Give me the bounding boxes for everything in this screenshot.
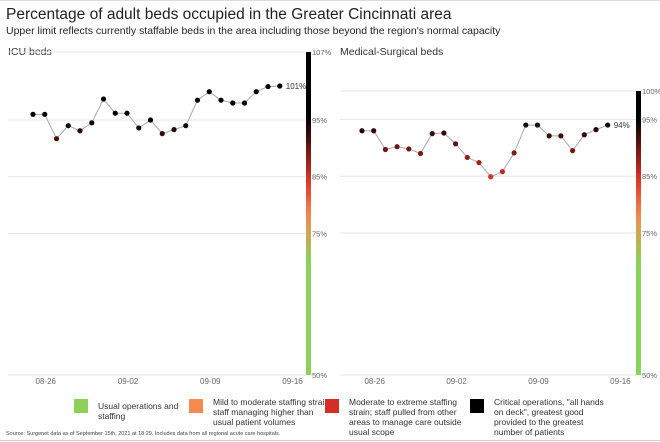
data-point: [453, 141, 459, 147]
legend-swatch-mild: [189, 399, 203, 413]
y-tick-label: 95%: [642, 115, 657, 124]
legend-item-mild: Mild to moderate staffing strain; staff …: [189, 397, 333, 427]
data-point: [523, 122, 529, 128]
x-tick-label: 09-09: [200, 377, 221, 386]
source-note: Source: Surgenet data as of September 15…: [6, 431, 281, 437]
data-point: [593, 127, 599, 133]
y-tick-label: 50%: [312, 371, 327, 380]
legend-label-critical: Critical operations, "all hands on deck"…: [494, 397, 604, 437]
data-point: [42, 111, 48, 117]
y-tick-label: 50%: [642, 371, 657, 380]
end-value-label: 94%: [614, 121, 630, 130]
data-point: [499, 169, 505, 175]
legend-item-critical: Critical operations, "all hands on deck"…: [470, 397, 614, 437]
data-point: [171, 127, 177, 133]
data-point: [406, 146, 412, 152]
x-tick-label: 08-26: [364, 377, 385, 386]
y-tick-label: 100%: [642, 87, 660, 96]
legend-swatch-moderate: [325, 399, 339, 413]
data-point: [429, 131, 435, 137]
color-scale-bar: [306, 52, 311, 375]
legend-label-mild: Mild to moderate staffing strain; staff …: [213, 397, 332, 427]
x-tick-label: 09-09: [528, 377, 549, 386]
chart-title: Percentage of adult beds occupied in the…: [6, 6, 452, 23]
data-point: [136, 125, 142, 131]
data-point: [100, 96, 107, 102]
x-tick-label: 09-16: [282, 377, 303, 386]
legend-label-moderate: Moderate to extreme staffing strain; sta…: [349, 397, 462, 437]
top-rule: [0, 0, 660, 1]
data-point: [218, 97, 224, 103]
legend-item-moderate: Moderate to extreme staffing strain; sta…: [325, 397, 473, 437]
data-point: [382, 146, 388, 153]
x-tick-label: 09-02: [446, 377, 467, 386]
medsurg-panel-title: Medical-Surgical beds: [340, 46, 444, 58]
y-tick-label: 95%: [312, 116, 327, 125]
legend-item-usual: Usual operations and staffing: [74, 397, 198, 421]
data-point: [206, 89, 212, 95]
data-point: [77, 128, 83, 134]
icu-chart: 107% 95% 85% 75% 50% 08-26 09-02 09-09 09-16 101%: [8, 48, 332, 386]
data-point: [441, 130, 447, 136]
legend-swatch-usual: [74, 399, 88, 413]
data-point: [417, 150, 424, 157]
medsurg-chart: 100% 95% 85% 75% 50% 08-26 09-02 09-09 09-16 94%: [340, 87, 660, 386]
data-point: [558, 133, 564, 139]
data-point: [241, 100, 248, 106]
x-tick-label: 08-26: [36, 377, 57, 386]
data-point: [371, 128, 377, 134]
bottom-rule: [0, 440, 660, 441]
data-point: [112, 110, 118, 116]
data-point: [265, 83, 271, 90]
y-tick-label: 85%: [642, 172, 657, 181]
x-tick-label: 09-16: [610, 377, 631, 386]
data-point: [30, 111, 36, 117]
data-point: [534, 122, 541, 128]
data-point: [605, 122, 611, 128]
series-line: [362, 124, 608, 178]
data-point: [464, 154, 470, 161]
data-point: [65, 123, 71, 129]
data-point: [89, 120, 95, 126]
data-point: [511, 150, 517, 156]
end-value-label: 101%: [286, 82, 306, 91]
y-tick-label: 75%: [642, 229, 657, 238]
data-point: [394, 144, 400, 150]
data-point: [53, 136, 60, 142]
data-point: [476, 159, 482, 166]
legend-label-usual: Usual operations and staffing: [98, 401, 179, 421]
x-tick-label: 09-02: [118, 377, 139, 386]
data-point: [570, 148, 576, 154]
data-point: [581, 132, 587, 138]
data-point: [147, 117, 154, 123]
data-point: [359, 128, 365, 134]
data-point: [488, 174, 494, 180]
data-point: [159, 131, 165, 137]
data-point: [253, 89, 259, 95]
data-point: [124, 110, 130, 116]
data-point: [183, 123, 189, 129]
data-point: [194, 97, 201, 103]
y-tick-label: 85%: [312, 173, 327, 182]
y-tick-label: 75%: [312, 229, 327, 238]
y-tick-label: 107%: [312, 48, 332, 57]
series-line: [33, 85, 280, 140]
data-point: [546, 133, 552, 139]
chart-subtitle: Upper limit reflects currently staffable…: [6, 25, 501, 37]
color-scale-bar: [636, 91, 641, 375]
legend-swatch-critical: [470, 399, 484, 413]
data-point: [230, 100, 236, 106]
data-point: [277, 83, 283, 89]
